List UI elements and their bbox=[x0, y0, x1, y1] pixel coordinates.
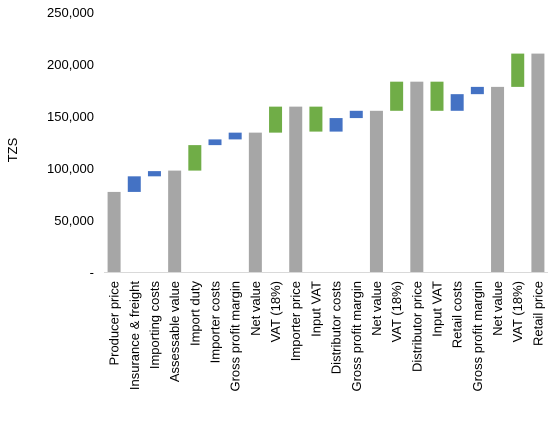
bar-group bbox=[107, 53, 545, 273]
bar-tax bbox=[430, 81, 444, 111]
y-axis: - 50,000 100,000 150,000 200,000 250,000 bbox=[47, 5, 94, 280]
bar-tax bbox=[309, 106, 323, 132]
bar-cost bbox=[329, 118, 343, 132]
bar-cost bbox=[470, 86, 484, 95]
bar-tax bbox=[269, 106, 283, 133]
bar-tax bbox=[188, 145, 202, 171]
category-label: Net value bbox=[490, 281, 505, 336]
y-tick-label: - bbox=[90, 265, 94, 280]
category-label: Distributor price bbox=[409, 281, 424, 372]
bar-total bbox=[168, 170, 182, 272]
category-label: Distributor costs bbox=[329, 281, 344, 375]
category-label: Importing costs bbox=[147, 281, 162, 370]
y-tick-label: 50,000 bbox=[54, 213, 94, 228]
bar-cost bbox=[208, 139, 222, 146]
category-label: VAT (18%) bbox=[510, 281, 525, 342]
bar-total bbox=[248, 132, 262, 272]
category-label: Gross profit margin bbox=[349, 281, 364, 392]
category-label: Net value bbox=[369, 281, 384, 336]
category-label: Net value bbox=[248, 281, 263, 336]
y-tick-label: 100,000 bbox=[47, 161, 94, 176]
category-label: Importer price bbox=[288, 281, 303, 361]
category-label: VAT (18%) bbox=[389, 281, 404, 342]
category-label: Gross profit margin bbox=[470, 281, 485, 392]
y-tick-label: 250,000 bbox=[47, 5, 94, 20]
bar-cost bbox=[147, 171, 161, 177]
bar-total bbox=[531, 53, 545, 272]
bar-cost bbox=[349, 110, 363, 119]
bar-total bbox=[369, 110, 383, 272]
category-label: Importer costs bbox=[208, 281, 223, 364]
category-label: Input VAT bbox=[430, 281, 445, 337]
category-label: Insurance & freight bbox=[127, 281, 142, 391]
category-label: Import duty bbox=[187, 281, 202, 347]
y-tick-label: 150,000 bbox=[47, 109, 94, 124]
category-label: VAT (18%) bbox=[268, 281, 283, 342]
y-tick-label: 200,000 bbox=[47, 57, 94, 72]
bar-cost bbox=[228, 132, 242, 140]
bar-cost bbox=[127, 176, 141, 192]
bar-cost bbox=[450, 94, 464, 111]
category-label: Input VAT bbox=[308, 281, 323, 337]
category-label: Producer price bbox=[107, 281, 122, 366]
bar-total bbox=[107, 191, 121, 272]
category-label: Assessable value bbox=[167, 281, 182, 382]
bar-tax bbox=[390, 81, 404, 111]
x-axis: Producer price Insurance & freight Importi… bbox=[104, 272, 548, 392]
bar-total bbox=[410, 81, 424, 273]
bar-total bbox=[289, 106, 303, 272]
category-label: Retail costs bbox=[450, 281, 465, 349]
bar-total bbox=[491, 86, 505, 272]
y-axis-label: TZS bbox=[5, 137, 20, 162]
category-label: Retail price bbox=[530, 281, 545, 346]
category-label: Gross profit margin bbox=[228, 281, 243, 392]
bar-tax bbox=[511, 53, 525, 87]
